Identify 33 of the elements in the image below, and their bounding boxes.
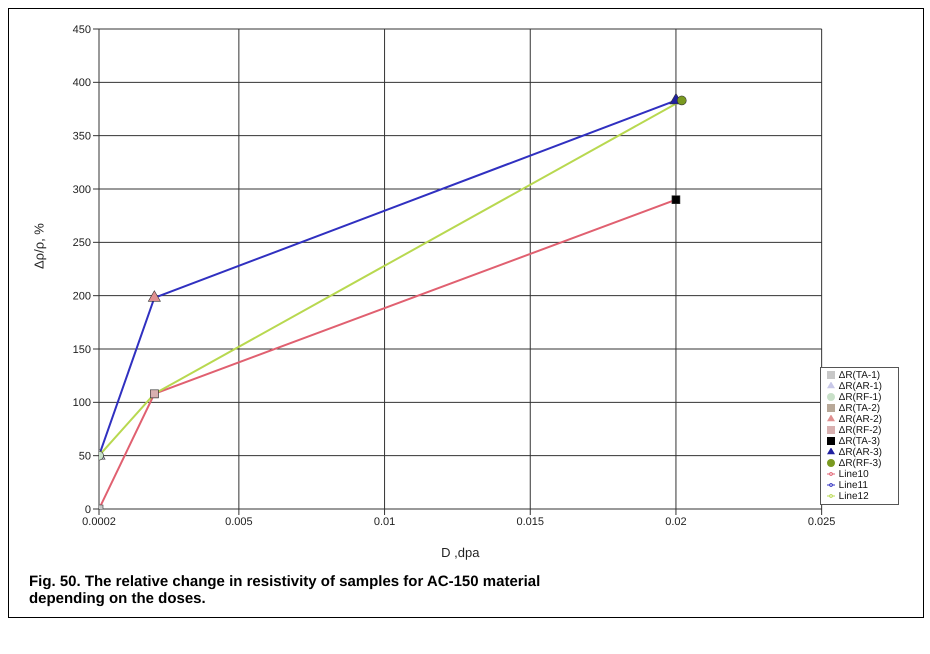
y-axis-title: Δρ/ρ, % <box>32 222 47 269</box>
legend-label: ΔR(TA-1) <box>838 370 880 381</box>
legend-label: Line12 <box>838 491 869 502</box>
x-tick-label: 0.025 <box>808 516 836 528</box>
x-axis-title: D ,dpa <box>441 545 480 560</box>
y-tick-label: 450 <box>72 24 91 36</box>
point <box>676 96 687 106</box>
x-tick-label: 0.015 <box>516 516 544 528</box>
legend-label: ΔR(TA-2) <box>838 403 880 414</box>
y-tick-label: 50 <box>78 450 91 463</box>
legend-label: ΔR(TA-3) <box>838 436 880 447</box>
x-tick-label: 0.02 <box>665 516 687 528</box>
y-tick-label: 150 <box>72 344 91 356</box>
legend-label: ΔR(RF-1) <box>838 392 882 403</box>
y-tick-label: 300 <box>72 184 91 196</box>
x-tick-label: 0.01 <box>374 516 396 528</box>
y-tick-label: 100 <box>72 397 91 410</box>
legend-label: ΔR(RF-3) <box>838 458 882 469</box>
y-tick-label: 250 <box>72 237 91 250</box>
y-tick-label: 0 <box>84 504 91 516</box>
y-tick-label: 200 <box>72 290 91 303</box>
legend-label: ΔR(AR-2) <box>838 414 882 425</box>
legend-label: ΔR(AR-1) <box>838 381 882 392</box>
x-tick-label: 0.0002 <box>82 516 116 528</box>
point <box>672 195 680 204</box>
legend-label: ΔR(AR-3) <box>838 447 882 458</box>
y-tick-label: 350 <box>72 130 91 143</box>
text: Fig. 50. The relative change in resistivity of samples for AC-150 material depending on the doses. <box>28 572 542 609</box>
legend-label: ΔR(RF-2) <box>838 425 882 436</box>
x-tick-label: 0.005 <box>225 516 253 528</box>
legend-label: Line10 <box>838 469 869 480</box>
y-tick-label: 400 <box>72 77 91 90</box>
legend-label: Line11 <box>838 480 868 491</box>
